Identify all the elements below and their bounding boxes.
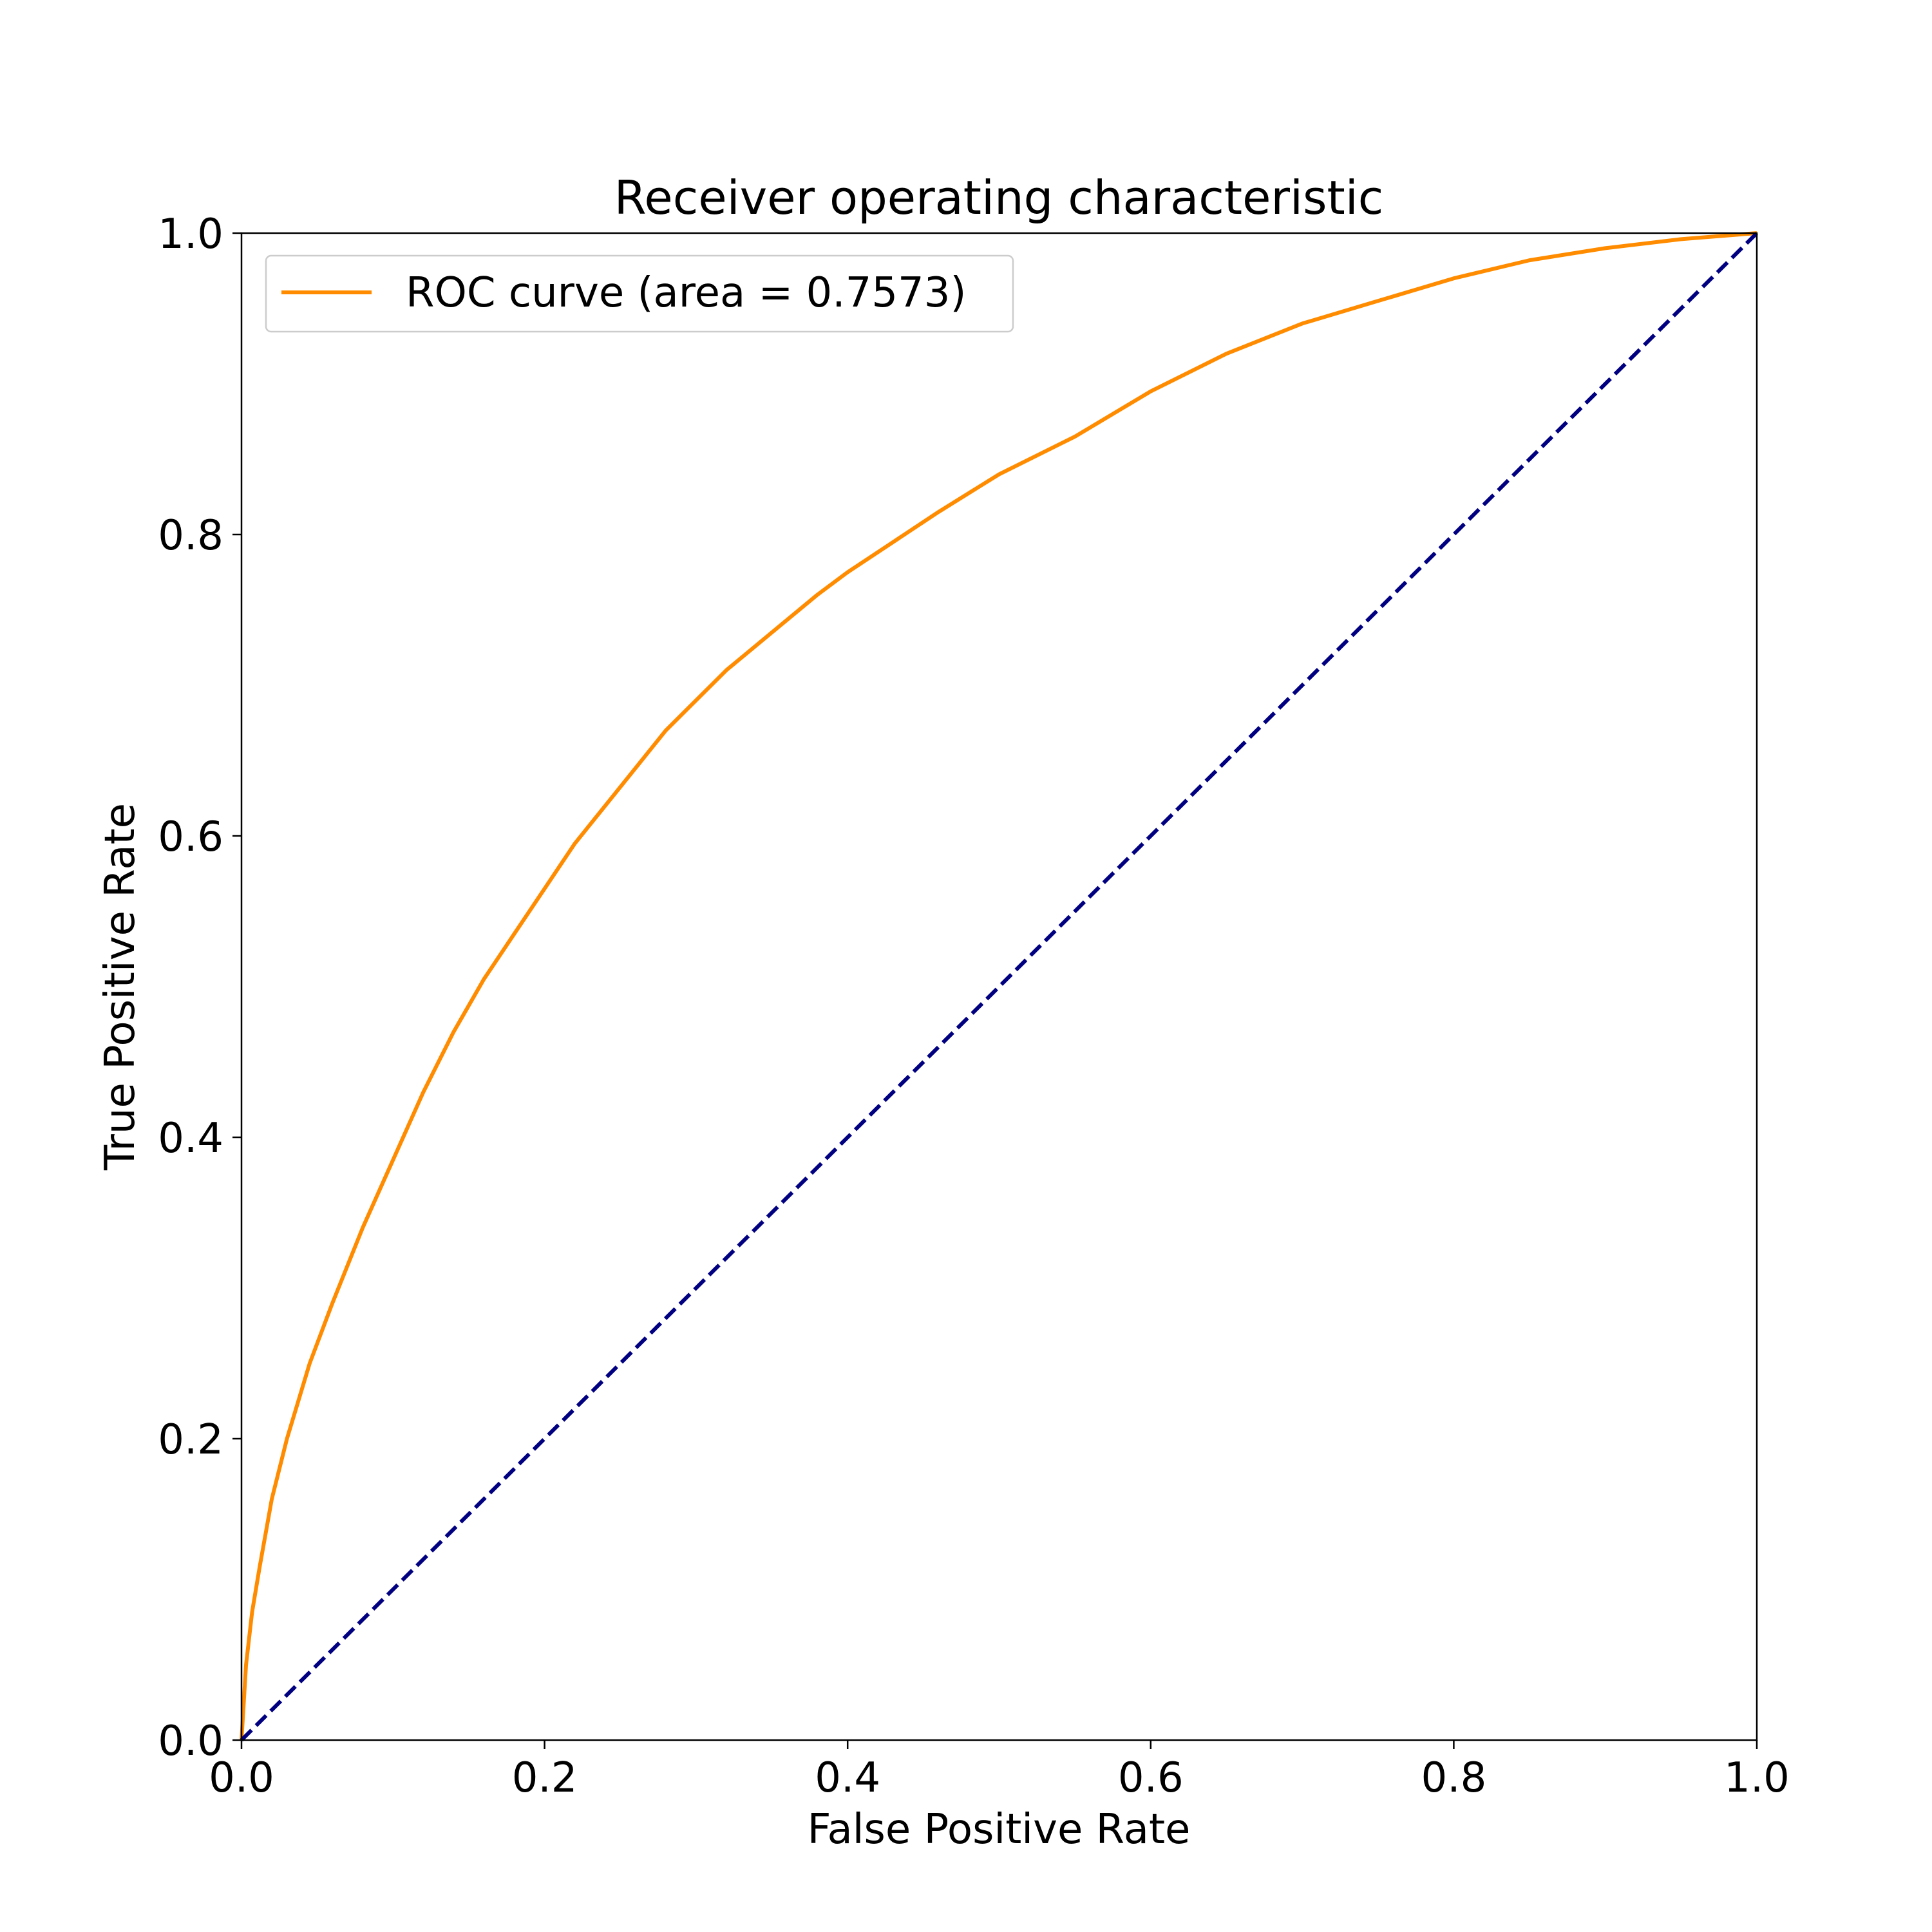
y-tick-label: 0.4 bbox=[158, 1115, 223, 1162]
x-tick-label: 0.0 bbox=[209, 1754, 274, 1802]
legend-box bbox=[265, 254, 1014, 333]
legend: ROC curve (area = 0.7573) bbox=[265, 254, 1014, 333]
y-tick-label: 0.0 bbox=[158, 1718, 223, 1765]
plot-frame bbox=[240, 232, 1758, 1741]
series-layer bbox=[240, 231, 1759, 1742]
x-axis-label: False Positive Rate bbox=[808, 1806, 1191, 1853]
x-tick-label: 0.8 bbox=[1421, 1754, 1487, 1802]
roc-curve-line bbox=[240, 231, 1757, 1741]
chance-diagonal-line bbox=[240, 231, 1759, 1742]
x-axis-ticks: 0.0 0.2 0.4 0.6 0.8 1.0 bbox=[209, 1740, 1790, 1802]
x-tick-label: 0.2 bbox=[512, 1754, 578, 1802]
y-tick-label: 1.0 bbox=[158, 211, 223, 258]
x-tick-label: 1.0 bbox=[1724, 1754, 1790, 1802]
y-tick-label: 0.8 bbox=[158, 512, 223, 560]
y-axis-label: True Positive Rate bbox=[97, 803, 144, 1171]
y-tick-label: 0.2 bbox=[158, 1416, 223, 1464]
x-tick-label: 0.4 bbox=[815, 1754, 880, 1802]
y-tick-label: 0.6 bbox=[158, 813, 223, 861]
x-tick-label: 0.6 bbox=[1118, 1754, 1184, 1802]
legend-label-roc: ROC curve (area = 0.7573) bbox=[406, 269, 966, 317]
chart-title: Receiver operating characteristic bbox=[614, 171, 1384, 225]
y-axis-ticks: 0.0 0.2 0.4 0.6 0.8 1.0 bbox=[158, 211, 242, 1765]
